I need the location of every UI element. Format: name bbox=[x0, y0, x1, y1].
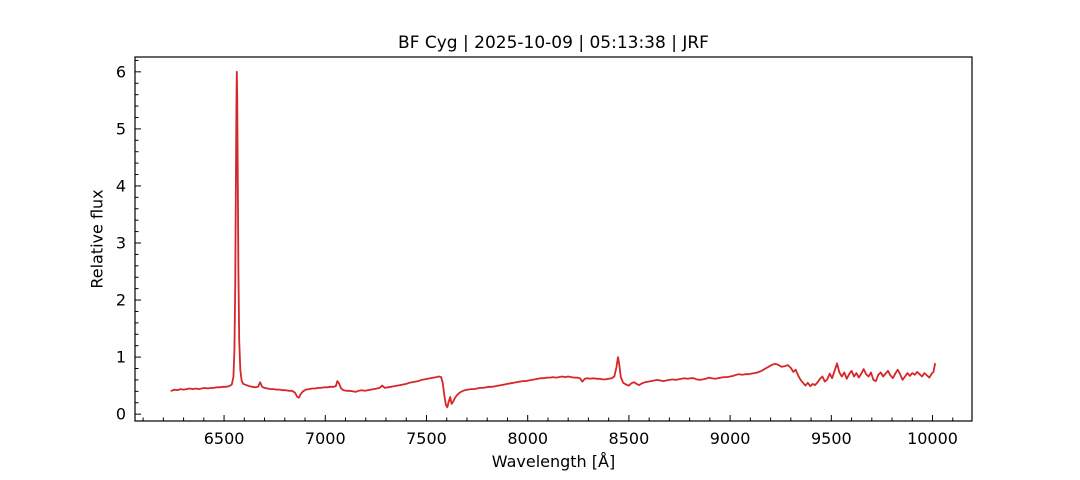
x-tick-label: 9500 bbox=[811, 429, 852, 448]
y-tick-label: 3 bbox=[116, 233, 126, 252]
y-tick-label: 6 bbox=[116, 62, 126, 81]
y-tick-label: 4 bbox=[116, 176, 126, 195]
axes-frame bbox=[134, 56, 973, 422]
y-tick-label: 0 bbox=[116, 405, 126, 424]
x-axis-label: Wavelength [Å] bbox=[491, 452, 616, 471]
x-tick-label: 8500 bbox=[609, 429, 650, 448]
y-tick-label: 1 bbox=[116, 348, 126, 367]
x-tick-label: 10000 bbox=[907, 429, 958, 448]
spectrum-line bbox=[170, 70, 936, 409]
x-tick-label: 7500 bbox=[406, 429, 447, 448]
x-tick-label: 9000 bbox=[710, 429, 751, 448]
y-axis-label: Relative flux bbox=[87, 189, 107, 289]
y-tick-label: 5 bbox=[116, 119, 126, 138]
x-tick-label: 7000 bbox=[305, 429, 346, 448]
y-tick-label: 2 bbox=[116, 291, 126, 310]
plot-title: BF Cyg | 2025-10-09 | 05:13:38 | JRF bbox=[398, 33, 709, 53]
x-tick-label: 6500 bbox=[204, 429, 245, 448]
x-tick-label: 8000 bbox=[507, 429, 548, 448]
